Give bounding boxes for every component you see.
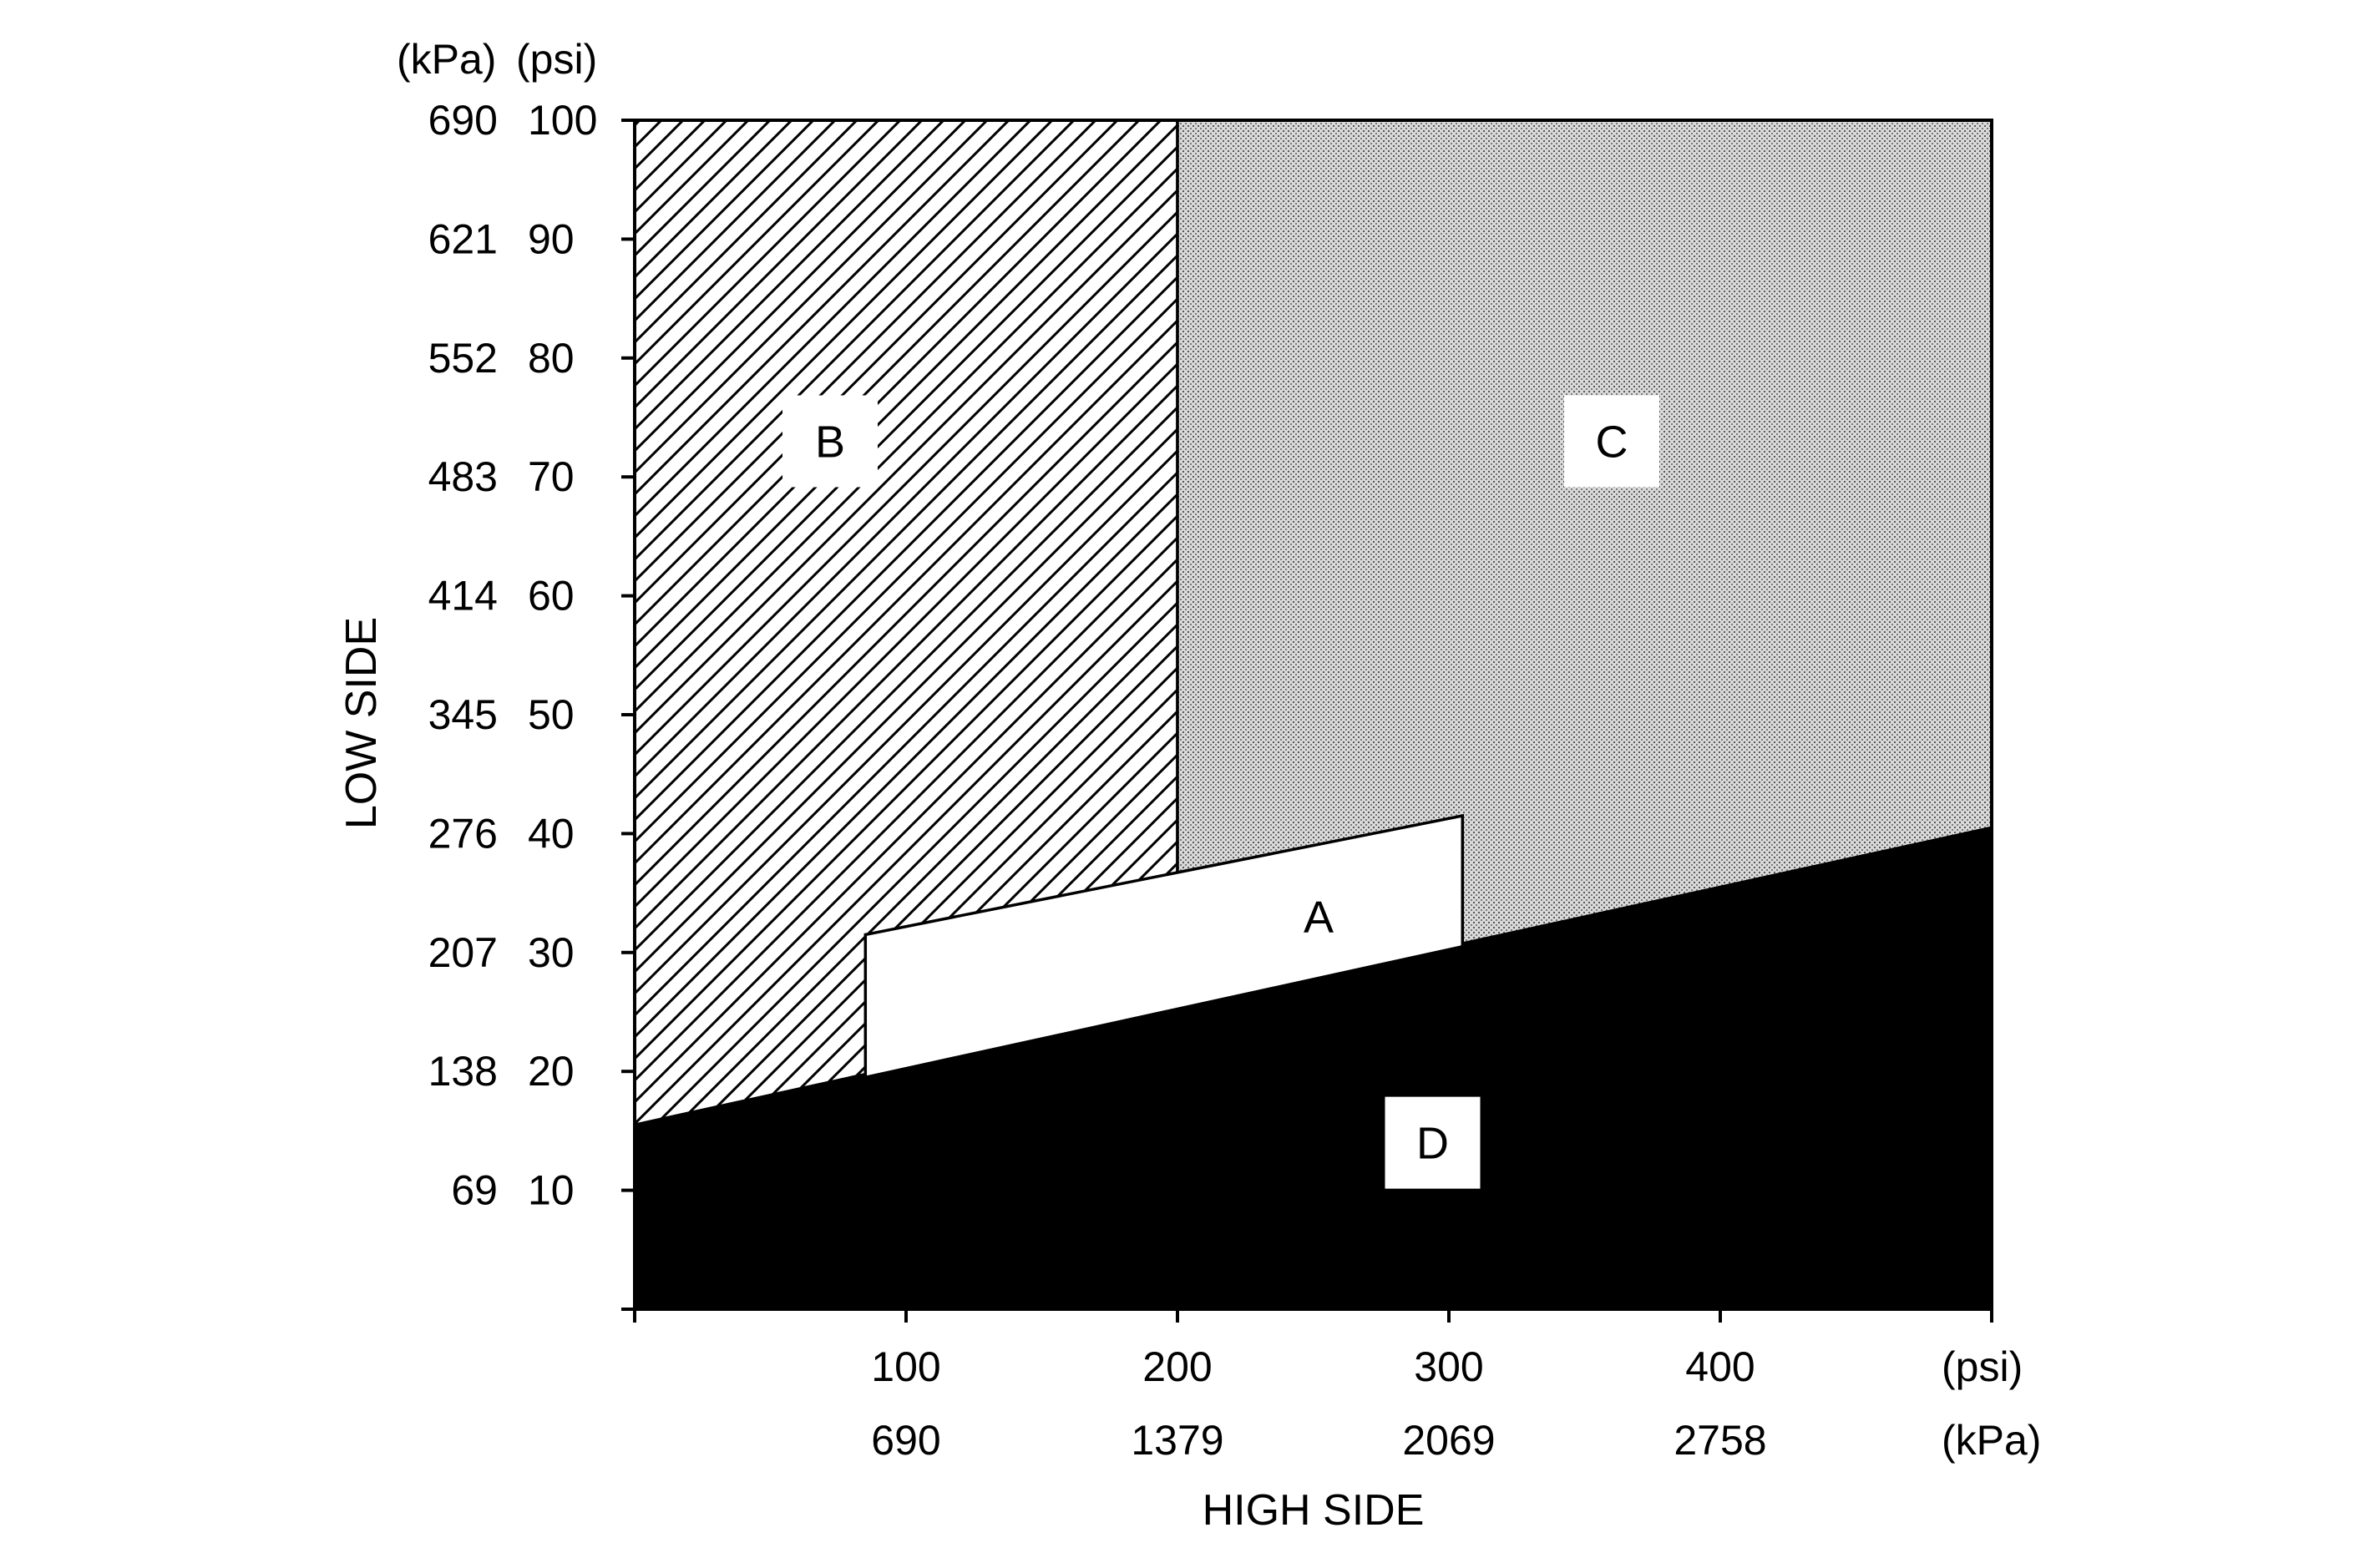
y-tick-label-kpa: 552 bbox=[428, 335, 498, 382]
y-tick-label-psi: 80 bbox=[528, 335, 575, 382]
x-tick-label-kpa: 2758 bbox=[1674, 1417, 1766, 1464]
y-tick-label-kpa: 138 bbox=[428, 1048, 498, 1095]
y-tick-label-psi: 10 bbox=[528, 1167, 575, 1214]
y-tick-label-kpa: 621 bbox=[428, 215, 498, 262]
y-tick-label-psi: 100 bbox=[528, 97, 597, 144]
y-tick-label-kpa: 414 bbox=[428, 573, 498, 620]
region-label-box-c bbox=[1564, 395, 1659, 488]
x-tick-label-kpa: 2069 bbox=[1402, 1417, 1495, 1464]
y-tick-label-psi: 20 bbox=[528, 1048, 575, 1095]
x-tick-label-kpa: 1379 bbox=[1131, 1417, 1223, 1464]
region-label-a: A bbox=[1304, 893, 1334, 943]
regions-layer bbox=[633, 119, 1993, 1311]
y-tick-label-psi: 60 bbox=[528, 573, 575, 620]
y-tick-label-kpa: 276 bbox=[428, 810, 498, 857]
axes-layer: 10 69 20 138 30 207 40 276 50 345 60 414 70 483 80 552 9… bbox=[337, 36, 2041, 1535]
x-tick-label-psi: 400 bbox=[1685, 1343, 1755, 1390]
x-axis-title: HIGH SIDE bbox=[1203, 1486, 1425, 1535]
region-label-c: C bbox=[1596, 417, 1628, 467]
region-label-d: D bbox=[1416, 1119, 1449, 1169]
y-axis-title: LOW SIDE bbox=[337, 617, 386, 829]
x-tick-label-psi: 100 bbox=[871, 1343, 940, 1390]
y-tick-label-kpa: 345 bbox=[428, 691, 498, 738]
y-tick-label-psi: 90 bbox=[528, 215, 575, 262]
labels-layer: A B C D bbox=[782, 395, 1659, 1189]
region-a bbox=[863, 813, 1465, 1080]
y-tick-label-psi: 70 bbox=[528, 453, 575, 500]
x-tick-label-kpa: 690 bbox=[871, 1417, 940, 1464]
region-label-b: B bbox=[815, 417, 845, 467]
y-unit-kpa: (kPa) bbox=[397, 36, 496, 83]
y-tick-label-psi: 40 bbox=[528, 810, 575, 857]
x-tick-label-psi: 200 bbox=[1142, 1343, 1212, 1390]
y-tick-label-psi: 30 bbox=[528, 929, 575, 976]
y-tick-label-psi: 50 bbox=[528, 691, 575, 738]
y-tick-label-kpa: 483 bbox=[428, 453, 498, 500]
x-unit-kpa: (kPa) bbox=[1942, 1417, 2041, 1464]
y-tick-label-kpa: 207 bbox=[428, 929, 498, 976]
x-tick-label-psi: 300 bbox=[1414, 1343, 1483, 1390]
y-tick-label-kpa: 69 bbox=[451, 1167, 498, 1214]
y-tick-label-kpa: 690 bbox=[428, 97, 498, 144]
x-unit-psi: (psi) bbox=[1942, 1343, 2023, 1390]
region-label-box-b bbox=[782, 395, 878, 488]
y-unit-psi: (psi) bbox=[516, 36, 597, 83]
region-label-box-d bbox=[1385, 1096, 1481, 1189]
